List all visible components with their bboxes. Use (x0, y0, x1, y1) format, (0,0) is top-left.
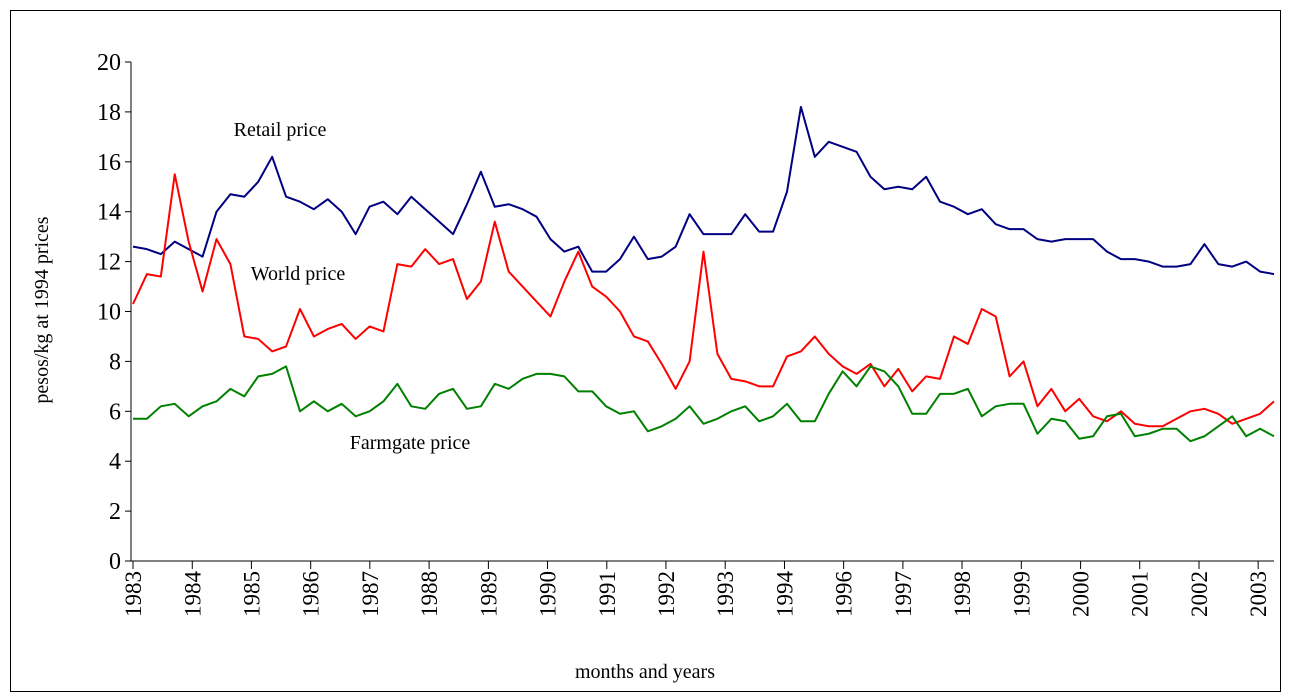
x-tick-label: 2000 (1069, 571, 1094, 617)
y-tick-label: 14 (97, 200, 121, 226)
series-label: World price (251, 263, 346, 285)
x-tick-label: 1984 (180, 571, 205, 618)
y-tick-label: 16 (97, 150, 121, 176)
x-tick-label: 2001 (1128, 571, 1153, 617)
x-tick-label: 1985 (239, 571, 264, 617)
x-tick-label: 1992 (654, 571, 679, 617)
y-tick-label: 2 (109, 499, 121, 525)
x-tick-label: 1983 (121, 571, 146, 617)
series-label: Farmgate price (350, 432, 471, 454)
x-tick-label: 1997 (891, 571, 916, 617)
y-tick-label: 6 (109, 399, 121, 425)
y-tick-label: 20 (97, 50, 121, 76)
y-tick-label: 10 (97, 300, 121, 326)
chart-border (10, 10, 1281, 692)
y-tick-label: 18 (97, 100, 121, 126)
series-label: Retail price (234, 119, 327, 141)
x-tick-label: 1987 (358, 571, 383, 617)
x-tick-label: 2002 (1187, 571, 1212, 617)
x-tick-label: 1991 (595, 571, 620, 617)
y-tick-label: 12 (97, 250, 121, 276)
x-tick-label: 1998 (950, 571, 975, 617)
x-axis-label: months and years (575, 661, 715, 683)
series-line (132, 105, 1275, 276)
x-tick-label: 1990 (536, 571, 561, 617)
x-tick-label: 1996 (832, 571, 857, 617)
x-tick-label: 1994 (772, 571, 797, 618)
x-tick-label: 1993 (713, 571, 738, 617)
x-tick-label: 1989 (476, 571, 501, 617)
y-tick-label: 4 (109, 449, 121, 475)
x-tick-label: 2003 (1246, 571, 1271, 617)
x-tick-label: 1999 (1009, 571, 1034, 617)
y-tick-label: 8 (109, 349, 121, 375)
x-tick-label: 1986 (299, 571, 324, 617)
y-axis-label: pesos/kg at 1994 prices (31, 216, 53, 403)
series-line (132, 173, 1275, 428)
y-tick-label: 0 (109, 549, 121, 575)
series-line (133, 365, 1275, 443)
x-tick-label: 1988 (417, 571, 442, 617)
